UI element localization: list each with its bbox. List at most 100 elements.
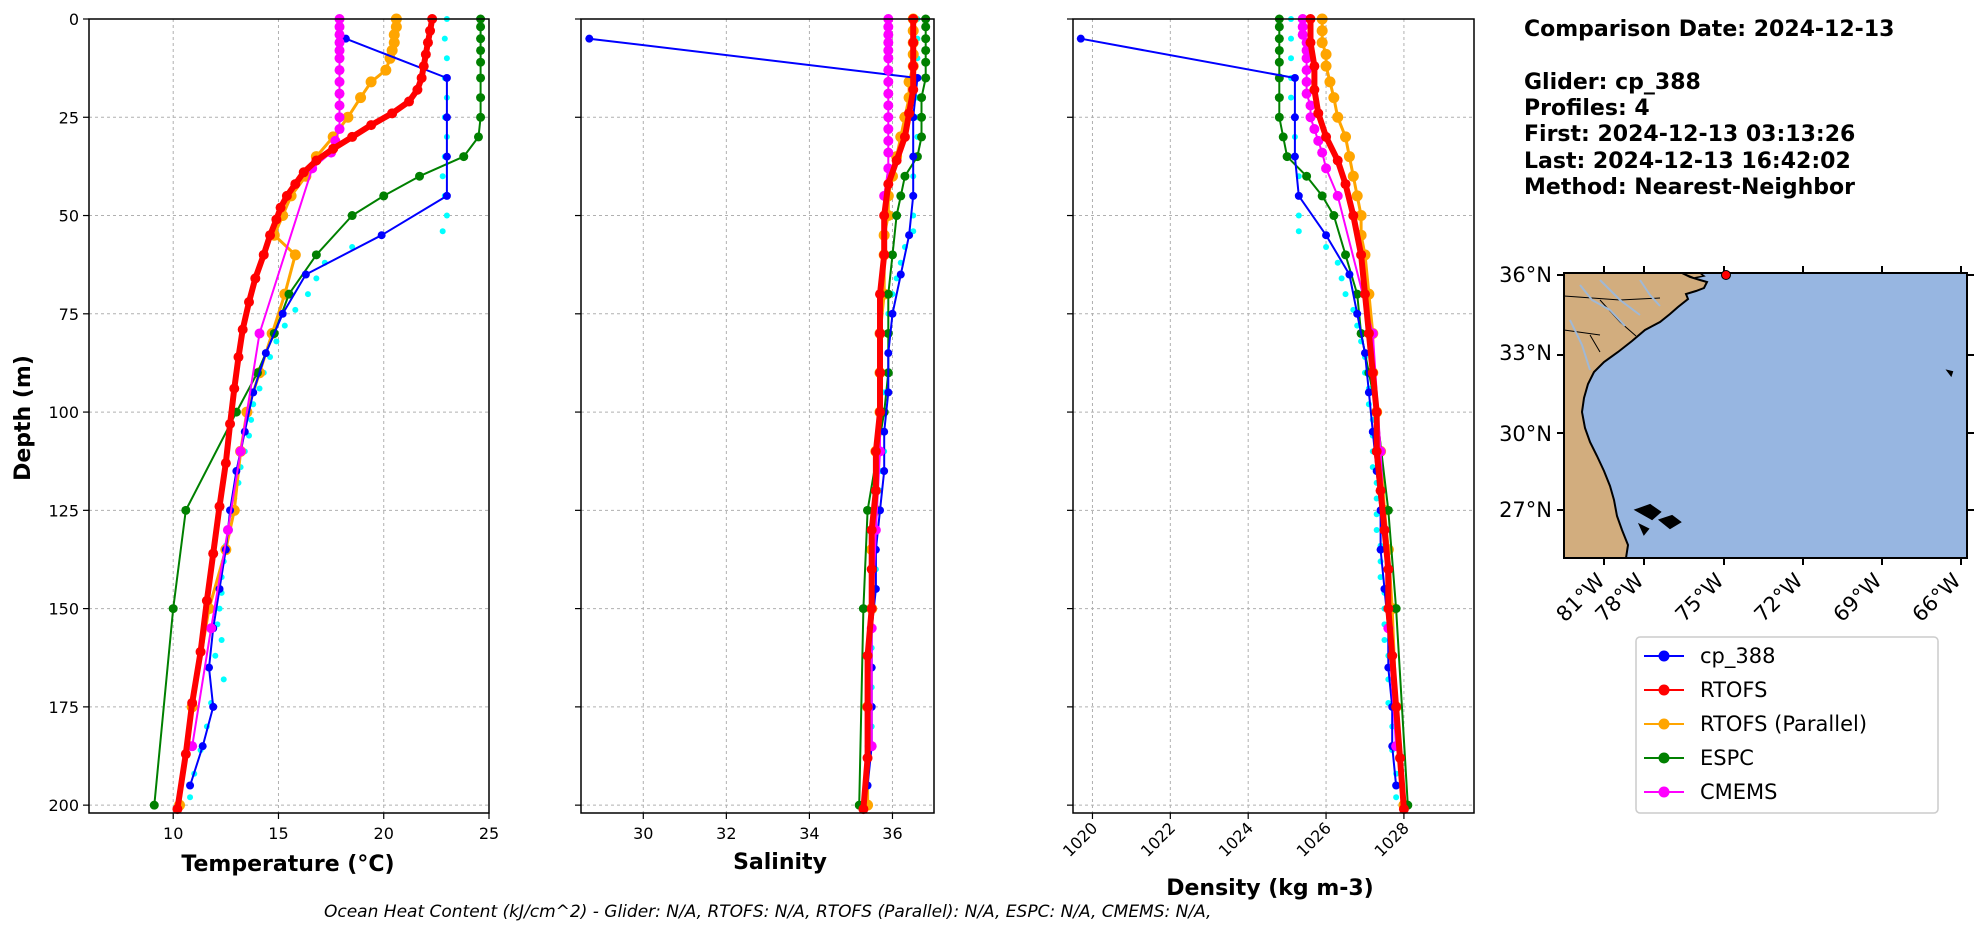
- data-point: [875, 289, 886, 300]
- data-point: [1363, 328, 1374, 339]
- data-point: [476, 57, 486, 67]
- data-point: [875, 407, 886, 418]
- glider-raw-point: [349, 243, 356, 250]
- data-point: [870, 485, 881, 496]
- data-point: [271, 214, 282, 225]
- data-point: [442, 191, 451, 200]
- data-point: [892, 211, 902, 221]
- data-point: [1274, 93, 1284, 103]
- data-point: [388, 29, 400, 41]
- data-point: [149, 800, 159, 810]
- x-tick-label: 20: [374, 824, 394, 843]
- data-point: [1294, 191, 1303, 200]
- glider-raw-point: [218, 637, 225, 644]
- x-tick-label: 36: [882, 824, 902, 843]
- glider-raw-point: [1338, 275, 1345, 282]
- glider-raw-point: [1295, 212, 1302, 219]
- legend-item: cp_388: [1644, 644, 1775, 669]
- data-point: [1305, 37, 1316, 48]
- glider-raw-point: [1334, 259, 1341, 266]
- data-point: [883, 45, 894, 56]
- data-point: [862, 650, 873, 661]
- data-point: [387, 108, 398, 119]
- data-point: [862, 701, 873, 712]
- data-point: [208, 548, 219, 559]
- legend: cp_388 RTOFS RTOFS (Parallel) ESPC CMEMS: [1635, 636, 1939, 814]
- data-point: [1274, 45, 1284, 55]
- info-method: Method: Nearest-Neighbor: [1524, 175, 1855, 200]
- data-point: [301, 270, 310, 279]
- temperature-panel: 10 15 20 25 0 25 50 75 100 125 150 175 200: [48, 10, 499, 843]
- data-point: [225, 418, 236, 429]
- glider-raw-point: [292, 306, 299, 313]
- data-point: [1345, 270, 1354, 279]
- glider-raw-point: [1295, 228, 1302, 235]
- data-point: [875, 328, 886, 339]
- y-tick-label: 75: [59, 305, 79, 324]
- data-point: [1305, 100, 1316, 111]
- data-point: [289, 249, 301, 261]
- data-point: [334, 37, 345, 48]
- legend-item: ESPC: [1644, 746, 1754, 770]
- glider-raw-point: [313, 275, 320, 282]
- density-panel: 1020 1022 1024 1026 1028: [1059, 13, 1475, 861]
- glider-raw-point: [1373, 526, 1380, 533]
- data-point: [1317, 191, 1327, 201]
- data-point: [1348, 210, 1359, 221]
- data-point: [265, 230, 276, 241]
- glider-raw-point: [216, 605, 223, 612]
- data-point: [883, 65, 894, 76]
- data-point: [244, 297, 254, 308]
- series-line: [1080, 37, 1398, 786]
- data-point: [328, 143, 339, 154]
- data-point: [896, 270, 905, 279]
- data-point: [1364, 388, 1373, 397]
- legend-label: RTOFS: [1700, 678, 1767, 702]
- glider-raw-point: [187, 794, 194, 801]
- data-point: [1320, 60, 1332, 72]
- glider-raw-point: [441, 35, 448, 42]
- data-point: [237, 324, 248, 335]
- legend-frame: [1635, 636, 1939, 814]
- data-point: [1332, 155, 1343, 166]
- plot-frame: [580, 18, 935, 814]
- salinity-axis-title: Salinity: [733, 850, 827, 875]
- map-lat-label: 30°N: [1499, 422, 1552, 446]
- data-point: [1324, 76, 1336, 88]
- legend-swatch-marker: [1658, 718, 1670, 730]
- data-point: [883, 53, 894, 64]
- data-point: [334, 88, 345, 99]
- data-point: [896, 191, 906, 201]
- data-point: [883, 112, 894, 123]
- glider-location-marker: [1721, 270, 1731, 280]
- glider-raw-point: [212, 652, 219, 659]
- x-tick-label: 30: [633, 824, 653, 843]
- data-point: [1290, 152, 1299, 161]
- data-point: [258, 249, 269, 260]
- data-point: [1297, 21, 1308, 32]
- data-point: [1351, 190, 1363, 202]
- glider-raw-point: [273, 338, 280, 345]
- data-point: [880, 467, 889, 476]
- glider-raw-point: [439, 228, 446, 235]
- map-islands: [1633, 369, 1954, 536]
- salinity-panel: 30 32 34 36: [575, 13, 935, 843]
- glider-raw-point: [1393, 794, 1400, 801]
- x-tick-label: 15: [268, 824, 288, 843]
- data-point: [459, 152, 469, 162]
- data-point: [866, 564, 877, 575]
- data-point: [1309, 124, 1320, 135]
- x-tick-label: 32: [716, 824, 736, 843]
- data-point: [883, 135, 894, 146]
- data-point: [1391, 701, 1402, 712]
- data-point: [275, 202, 286, 213]
- data-point: [476, 73, 486, 83]
- data-point: [883, 100, 894, 111]
- x-tick-label: 10: [163, 824, 183, 843]
- data-point: [1379, 524, 1390, 535]
- data-point: [1356, 249, 1367, 260]
- data-point: [921, 22, 931, 32]
- data-point: [1371, 407, 1382, 418]
- data-point: [442, 113, 451, 122]
- data-point: [284, 289, 294, 299]
